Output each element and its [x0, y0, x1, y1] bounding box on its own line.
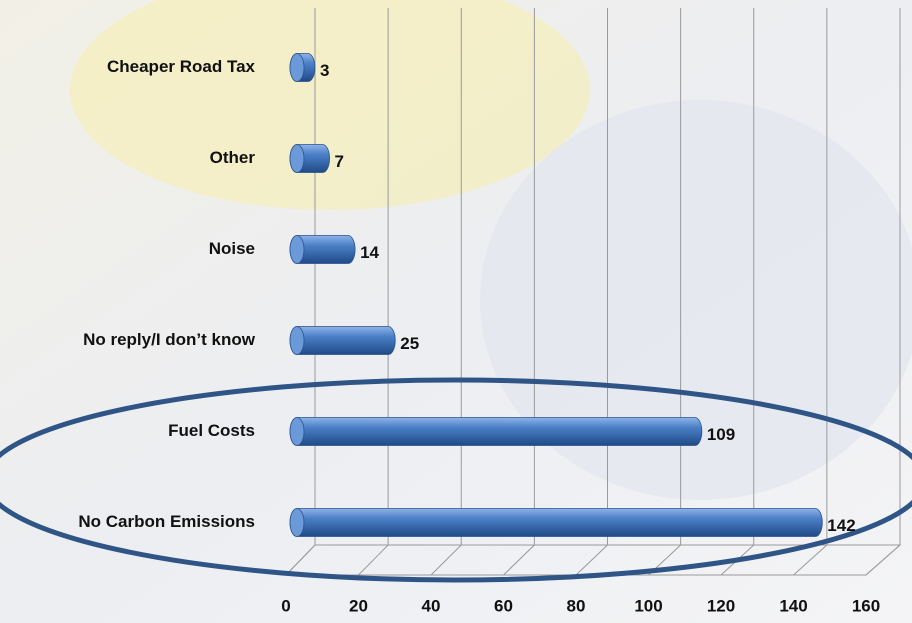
bar-cap	[289, 144, 305, 173]
background-blob	[480, 100, 912, 500]
x-tick-label: 120	[707, 596, 735, 615]
grid-line	[285, 8, 316, 576]
grid-line	[503, 8, 535, 576]
x-tick-label: 0	[281, 596, 290, 615]
x-tick-label: 80	[567, 596, 586, 615]
bar	[289, 417, 703, 446]
highlight-ellipse	[0, 377, 912, 583]
bar-cap	[289, 326, 305, 355]
x-tick-label: 40	[422, 596, 441, 615]
bar-cap	[289, 417, 305, 446]
y-tick-label: Fuel Costs	[168, 421, 255, 440]
background-blob	[70, 0, 590, 210]
bar	[289, 326, 396, 355]
x-tick-label: 20	[349, 596, 368, 615]
value-label: 3	[320, 61, 329, 80]
bar-cap	[289, 235, 305, 264]
bar-cap	[289, 508, 305, 537]
y-tick-label: No Carbon Emissions	[78, 512, 255, 531]
grid-line	[575, 8, 608, 576]
bar-cap	[289, 53, 305, 82]
x-tick-label: 160	[852, 596, 880, 615]
grid-line	[358, 8, 389, 576]
grid-line	[793, 8, 828, 576]
x-tick-label: 100	[634, 596, 662, 615]
value-label: 25	[400, 334, 419, 353]
x-tick-label: 60	[494, 596, 513, 615]
bar	[289, 508, 823, 537]
y-tick-label: Cheaper Road Tax	[107, 57, 256, 76]
grid-line	[865, 8, 901, 576]
grid-line	[648, 8, 682, 576]
grid-line	[430, 8, 462, 576]
value-label: 14	[360, 243, 379, 262]
value-label: 109	[707, 425, 735, 444]
y-tick-label: No reply/I don’t know	[83, 330, 256, 349]
x-tick-label: 140	[779, 596, 807, 615]
y-tick-label: Noise	[209, 239, 255, 258]
value-label: 142	[827, 516, 855, 535]
value-label: 7	[335, 152, 344, 171]
grid-line	[720, 8, 755, 576]
y-tick-label: Other	[210, 148, 256, 167]
